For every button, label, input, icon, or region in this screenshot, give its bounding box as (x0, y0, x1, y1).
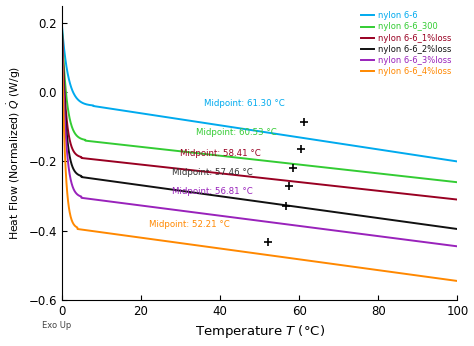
nylon 6-6_2%loss (443, 225, 448, 229)
nylon 6-6_2%loss (455, 227, 460, 231)
nylon 6-6_2%loss (251, 199, 257, 203)
Line: nylon 6-6: nylon 6-6 (62, 23, 457, 162)
nylon 6-6_2%loss (79, 175, 85, 179)
nylon 6-6 (443, 158, 449, 162)
nylon 6-6 (59, 21, 64, 25)
nylon 6-6_4%loss (251, 251, 257, 255)
nylon 6-6_4%loss (79, 228, 85, 232)
nylon 6-6_300 (59, 21, 64, 25)
nylon 6-6_3%loss (455, 244, 460, 248)
nylon 6-6_300 (443, 179, 448, 183)
nylon 6-6_4%loss (455, 279, 460, 283)
nylon 6-6_1%loss (370, 188, 376, 192)
nylon 6-6_2%loss (59, 21, 64, 25)
nylon 6-6 (455, 160, 460, 164)
nylon 6-6 (443, 157, 448, 162)
nylon 6-6_300 (241, 156, 246, 161)
Line: nylon 6-6_4%loss: nylon 6-6_4%loss (62, 23, 457, 281)
nylon 6-6_300 (370, 171, 376, 175)
nylon 6-6_3%loss (370, 234, 376, 238)
nylon 6-6_300 (79, 137, 85, 141)
nylon 6-6_3%loss (59, 21, 64, 25)
nylon 6-6 (251, 128, 257, 133)
nylon 6-6_4%loss (443, 277, 448, 281)
nylon 6-6_4%loss (241, 250, 246, 254)
Legend: nylon 6-6, nylon 6-6_300, nylon 6-6_1%loss, nylon 6-6_2%loss, nylon 6-6_3%loss, : nylon 6-6, nylon 6-6_300, nylon 6-6_1%lo… (360, 10, 453, 78)
nylon 6-6_3%loss (443, 243, 449, 247)
Line: nylon 6-6_3%loss: nylon 6-6_3%loss (62, 23, 457, 246)
nylon 6-6_3%loss (443, 243, 448, 247)
nylon 6-6 (241, 127, 246, 131)
nylon 6-6_4%loss (443, 277, 449, 282)
nylon 6-6_2%loss (241, 197, 246, 201)
Text: Midpoint: 56.81 °C: Midpoint: 56.81 °C (173, 187, 253, 196)
nylon 6-6_1%loss (59, 21, 64, 25)
nylon 6-6_3%loss (251, 218, 257, 222)
nylon 6-6_300 (455, 180, 460, 184)
nylon 6-6_2%loss (370, 215, 376, 219)
nylon 6-6_4%loss (59, 21, 64, 25)
nylon 6-6_3%loss (79, 196, 85, 200)
nylon 6-6_1%loss (79, 156, 85, 160)
Line: nylon 6-6_300: nylon 6-6_300 (62, 23, 457, 182)
Text: Exo Up: Exo Up (42, 321, 71, 330)
nylon 6-6_3%loss (241, 217, 246, 221)
Line: nylon 6-6_2%loss: nylon 6-6_2%loss (62, 23, 457, 229)
nylon 6-6 (370, 147, 376, 151)
nylon 6-6_1%loss (241, 174, 246, 178)
Text: Midpoint: 60.53 °C: Midpoint: 60.53 °C (196, 128, 277, 137)
nylon 6-6_1%loss (443, 196, 448, 200)
nylon 6-6_1%loss (443, 196, 449, 200)
nylon 6-6_300 (251, 157, 257, 162)
nylon 6-6_4%loss (370, 267, 376, 272)
Text: Midpoint: 57.46 °C: Midpoint: 57.46 °C (173, 168, 253, 177)
nylon 6-6 (79, 101, 85, 105)
Y-axis label: Heat Flow (Normalized) $\dot{Q}$ (W/g): Heat Flow (Normalized) $\dot{Q}$ (W/g) (6, 66, 23, 240)
nylon 6-6_1%loss (251, 175, 257, 179)
Text: Midpoint: 61.30 °C: Midpoint: 61.30 °C (204, 99, 285, 108)
nylon 6-6_2%loss (443, 225, 449, 229)
Text: Midpoint: 58.41 °C: Midpoint: 58.41 °C (181, 149, 261, 158)
Line: nylon 6-6_1%loss: nylon 6-6_1%loss (62, 23, 457, 200)
nylon 6-6_1%loss (455, 198, 460, 202)
X-axis label: Temperature $T$ (°C): Temperature $T$ (°C) (194, 324, 325, 340)
Text: Midpoint: 52.21 °C: Midpoint: 52.21 °C (149, 220, 229, 229)
nylon 6-6_300 (443, 179, 449, 183)
